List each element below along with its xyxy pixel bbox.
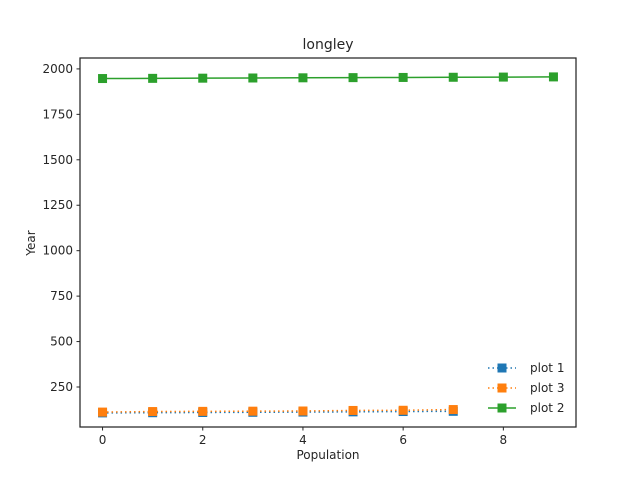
series-line	[102, 76, 554, 80]
data-point	[448, 405, 458, 415]
data-point	[548, 72, 558, 82]
legend-label: plot 1	[530, 361, 564, 375]
chart-title: longley	[302, 37, 353, 53]
data-point	[248, 406, 258, 416]
y-tick-label: 1500	[42, 153, 73, 167]
x-tick-label: 8	[500, 433, 508, 447]
plot-area	[98, 72, 558, 418]
x-tick-label: 4	[299, 433, 307, 447]
legend-marker	[497, 383, 507, 393]
data-point	[198, 406, 208, 416]
plot-frame	[79, 57, 577, 428]
y-tick-label: 1250	[42, 198, 73, 212]
data-point	[148, 407, 158, 417]
data-point	[398, 72, 408, 82]
data-point	[348, 405, 358, 415]
x-tick-label: 2	[199, 433, 207, 447]
y-tick-label: 250	[50, 380, 73, 394]
legend: plot 1 plot 3 plot 2	[488, 361, 564, 415]
legend-label: plot 3	[530, 381, 564, 395]
data-point	[498, 72, 508, 82]
y-tick-label: 500	[50, 335, 73, 349]
data-point	[298, 406, 308, 416]
x-axis-label: Population	[296, 448, 359, 462]
y-tick-label: 750	[50, 289, 73, 303]
y-tick-label: 2000	[42, 62, 73, 76]
data-point	[248, 73, 258, 83]
data-point	[148, 73, 158, 83]
data-point	[98, 407, 108, 417]
y-tick-label: 1000	[42, 244, 73, 258]
legend-label: plot 2	[530, 401, 564, 415]
data-point	[398, 405, 408, 415]
legend-marker	[497, 363, 507, 373]
x-tick-label: 6	[399, 433, 407, 447]
legend-marker	[497, 403, 507, 413]
data-point	[198, 73, 208, 83]
y-axis-label: Year	[24, 230, 38, 256]
data-point	[98, 74, 108, 84]
data-point	[298, 73, 308, 83]
x-tick-label: 0	[99, 433, 107, 447]
data-point	[348, 73, 358, 83]
data-point	[448, 72, 458, 82]
y-tick-label: 1750	[42, 107, 73, 121]
